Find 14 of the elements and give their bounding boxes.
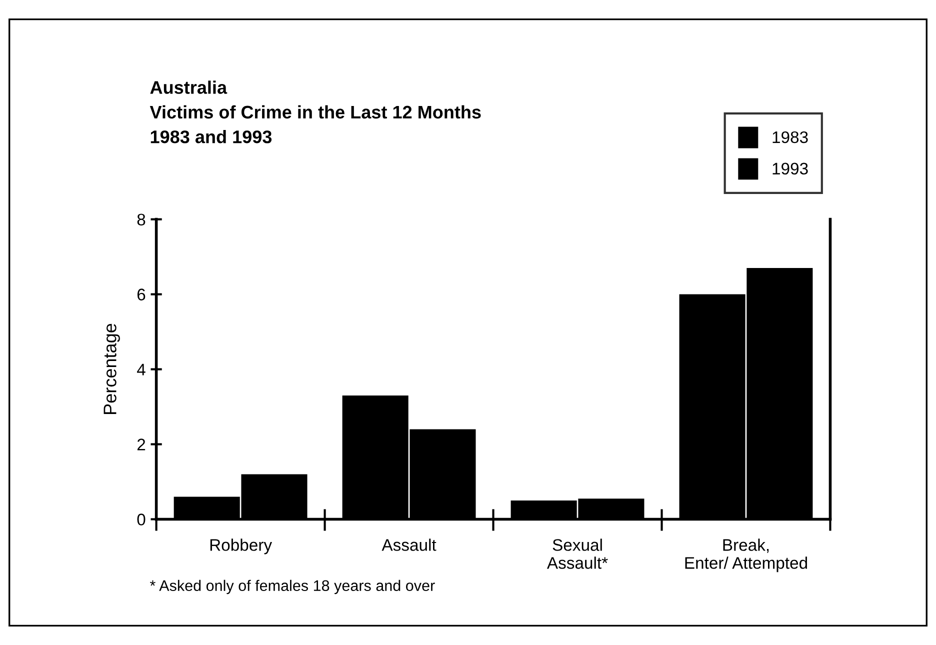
x-tick-label: Robbery — [210, 538, 272, 554]
x-tick-label: Sexual Assault* — [546, 538, 608, 569]
y-tick-label: 4 — [137, 364, 146, 376]
x-tick-label: Break, Enter/ Attempted — [685, 538, 807, 572]
chart-title: Australia Victims of Crime in the Last 12 Months 1983 and 1993 — [150, 80, 481, 144]
y-axis-title: Percentage — [104, 324, 120, 414]
y-tick-label: 6 — [137, 288, 146, 300]
legend-label: 1993 — [772, 162, 808, 175]
y-tick-label: 0 — [137, 514, 146, 526]
y-tick-label: 2 — [137, 438, 146, 450]
x-tick-label: Assault — [382, 538, 436, 551]
legend-label: 1983 — [772, 131, 808, 144]
y-tick-label: 8 — [137, 214, 146, 226]
text: * Asked only of females 18 years and over — [150, 580, 435, 594]
